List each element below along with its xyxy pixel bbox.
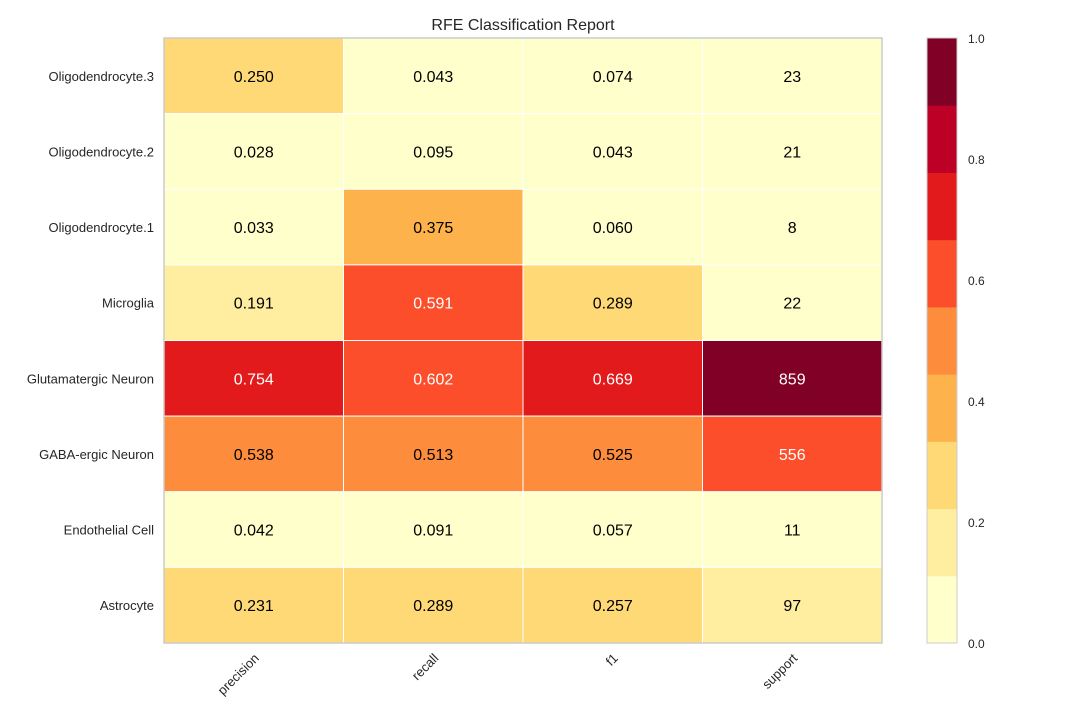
cell-value-label: 22	[783, 296, 801, 313]
heatmap-cells: 0.250 0.043 0.074 23 0.028 0.095 0.043 21 0.033 0…	[163, 37, 883, 644]
row-label: GABA-ergic Neuron	[39, 447, 154, 462]
colorbar-bin	[927, 105, 957, 173]
colorbar-bin	[927, 508, 957, 577]
cell-value-label: 0.375	[413, 220, 453, 237]
cell-value-label: 0.043	[593, 144, 633, 161]
heatmap-cell	[702, 37, 883, 115]
cell-value-label: 0.257	[593, 598, 633, 615]
cell-value-label: 0.033	[234, 220, 274, 237]
row-label: Oligodendrocyte.2	[48, 144, 154, 159]
chart-title: RFE Classification Report	[431, 17, 615, 34]
colorbar-bin	[927, 239, 957, 308]
colorbar-tick-label: 1.0	[968, 32, 985, 46]
cell-value-label: 0.191	[234, 296, 274, 313]
heatmap-cell	[163, 264, 344, 341]
heatmap-cell	[343, 415, 524, 493]
heatmap-cell	[343, 37, 524, 115]
column-label: f1	[603, 651, 621, 669]
heatmap-cell	[522, 566, 703, 644]
colorbar-tick-label: 0.8	[968, 153, 985, 167]
colorbar: 0.0 0.2 0.4 0.6 0.8 1.0	[926, 32, 985, 651]
heatmap-cell	[163, 113, 344, 190]
colorbar-bin	[927, 38, 957, 106]
cell-value-label: 0.669	[593, 371, 633, 388]
cell-value-label: 0.513	[413, 447, 453, 464]
column-label: precision	[214, 651, 261, 698]
heatmap-cell	[522, 340, 703, 417]
cell-value-label: 0.289	[413, 598, 453, 615]
colorbar-bin	[927, 306, 957, 375]
heatmap-cell	[163, 37, 344, 115]
colorbar-bin	[927, 441, 957, 510]
colorbar-tick-label: 0.0	[968, 637, 985, 651]
cell-value-label: 0.525	[593, 447, 633, 464]
row-label: Oligodendrocyte.3	[48, 69, 154, 84]
heatmap-cell	[163, 491, 344, 568]
heatmap-cell	[163, 566, 344, 644]
cell-value-label: 0.057	[593, 523, 633, 540]
colorbar-bin	[927, 172, 957, 241]
colorbar-tick-label: 0.6	[968, 274, 985, 288]
row-label: Astrocyte	[100, 598, 154, 613]
row-label: Glutamatergic Neuron	[27, 371, 154, 386]
colorbar-tick-label: 0.4	[968, 395, 985, 409]
cell-value-label: 0.538	[234, 447, 274, 464]
heatmap-cell	[702, 491, 883, 568]
cell-value-label: 0.231	[234, 598, 274, 615]
cell-value-label: 0.074	[593, 69, 633, 86]
cell-value-label: 556	[779, 447, 806, 464]
cell-value-label: 0.250	[234, 69, 274, 86]
cell-value-label: 0.060	[593, 220, 633, 237]
cell-value-label: 0.095	[413, 144, 453, 161]
colorbar-tick-label: 0.2	[968, 516, 985, 530]
heatmap-cell	[343, 188, 524, 266]
cell-value-label: 859	[779, 371, 806, 388]
row-label: Microglia	[102, 296, 155, 311]
heatmap-cell	[343, 340, 524, 417]
cell-value-label: 11	[784, 523, 801, 540]
cell-value-label: 23	[783, 69, 801, 86]
cell-value-label: 0.091	[413, 523, 453, 540]
cell-value-label: 97	[783, 598, 801, 615]
row-labels: Oligodendrocyte.3 Oligodendrocyte.2 Oligod…	[27, 69, 155, 613]
cell-value-label: 0.754	[234, 371, 274, 388]
heatmap-frame	[163, 37, 883, 644]
heatmap-cell	[522, 264, 703, 341]
heatmap-cell	[702, 113, 883, 190]
cell-value-label: 0.043	[413, 69, 453, 86]
heatmap-cell	[702, 340, 883, 417]
colorbar-bin	[927, 374, 957, 442]
row-label: Oligodendrocyte.1	[48, 220, 154, 235]
heatmap-cell	[163, 415, 344, 493]
cell-value-label: 0.289	[593, 296, 633, 313]
cell-value-label: 8	[788, 220, 797, 237]
heatmap-cell	[343, 113, 524, 190]
cell-value-label: 0.028	[234, 144, 274, 161]
row-label: Endothelial Cell	[64, 523, 154, 538]
cell-value-label: 21	[783, 144, 801, 161]
heatmap-cell	[163, 340, 344, 417]
heatmap-cell	[343, 264, 524, 341]
column-label: recall	[409, 650, 442, 683]
column-labels: precision recall f1 support	[214, 650, 800, 698]
cell-value-label: 0.591	[413, 296, 453, 313]
cell-value-label: 0.602	[413, 371, 453, 388]
column-label: support	[759, 650, 801, 692]
heatmap-cell	[522, 415, 703, 493]
colorbar-frame	[926, 37, 958, 644]
heatmap-cell	[702, 188, 883, 266]
cell-value-label: 0.042	[234, 523, 274, 540]
heatmap-cell	[702, 264, 883, 341]
heatmap-cell	[522, 491, 703, 568]
colorbar-bin	[927, 575, 957, 644]
